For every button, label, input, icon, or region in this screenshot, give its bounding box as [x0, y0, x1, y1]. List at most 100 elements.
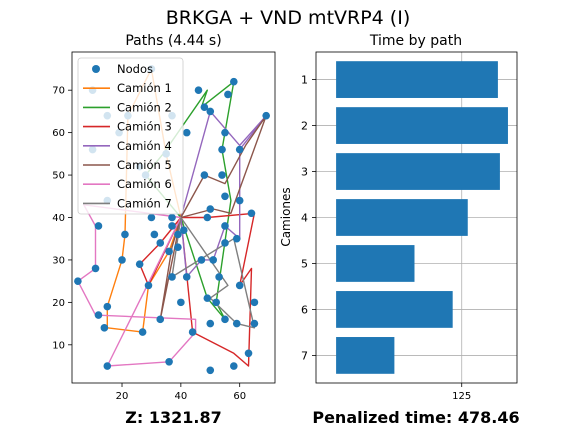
- node-point: [168, 213, 176, 222]
- node-point: [165, 247, 173, 256]
- legend-label: Camión 2: [117, 100, 172, 114]
- legend-label: Camión 5: [117, 158, 172, 172]
- y-tick-label: 50: [52, 171, 65, 182]
- legend-label: Camión 4: [117, 139, 172, 153]
- node-point: [94, 222, 103, 230]
- node-point: [230, 77, 238, 86]
- paths-chart-title: Paths (4.44 s): [125, 33, 221, 49]
- x-tick-label: 125: [452, 391, 471, 402]
- node-point: [74, 277, 82, 285]
- bar-camion-4: [336, 199, 468, 236]
- node-point: [94, 311, 103, 319]
- x-tick-label: 20: [116, 391, 129, 402]
- node-point: [221, 128, 229, 137]
- time-chart-ylabel: Camiones: [279, 187, 293, 246]
- node-point: [138, 328, 147, 336]
- node-point: [135, 260, 144, 268]
- node-point: [235, 145, 244, 154]
- node-point: [244, 349, 253, 358]
- route-line-camion-7: [171, 217, 256, 329]
- y-tick-label: 3: [301, 166, 308, 179]
- node-point: [174, 230, 182, 239]
- node-point: [221, 315, 229, 324]
- legend-label: Camión 3: [117, 120, 172, 134]
- figure-suptitle: BRKGA + VND mtVRP4 (I): [166, 7, 410, 29]
- time-plot-frame: [315, 51, 518, 384]
- node-point: [218, 145, 226, 154]
- y-tick-label: 60: [52, 128, 65, 139]
- bar-camion-3: [336, 153, 500, 190]
- node-point: [165, 357, 173, 366]
- node-point: [150, 230, 159, 239]
- legend-box: [77, 57, 184, 215]
- node-point: [103, 302, 112, 311]
- y-tick-label: 1: [301, 74, 308, 87]
- x-tick-label: 40: [174, 391, 187, 402]
- node-point: [182, 273, 191, 281]
- node-point: [230, 362, 238, 370]
- legend-label: Nodos: [117, 62, 153, 76]
- node-point: [100, 324, 109, 332]
- node-point: [203, 213, 212, 222]
- legend-marker-nodos: [92, 65, 100, 73]
- y-tick-label: 4: [301, 212, 308, 225]
- bar-camion-1: [336, 61, 498, 98]
- node-point: [200, 103, 209, 111]
- y-tick-label: 70: [52, 86, 65, 97]
- paths-chart-xlabel: Z: 1321.87: [125, 408, 221, 427]
- node-point: [197, 256, 206, 264]
- node-point: [200, 171, 209, 179]
- time-chart-title: Time by path: [369, 33, 462, 49]
- bar-camion-6: [336, 291, 453, 328]
- time-bar-chart: Time by path 1 2 3 4 5 6 7 125 Camiones Penaliz…: [279, 33, 520, 427]
- legend-label: Camión 7: [117, 196, 172, 210]
- node-point: [188, 328, 197, 336]
- y-tick-label: 5: [301, 257, 308, 270]
- node-point: [144, 281, 153, 290]
- node-point: [218, 171, 226, 179]
- bar-camion-7: [336, 337, 395, 374]
- node-point: [156, 239, 165, 247]
- y-tick-label: 40: [52, 213, 65, 224]
- node-point: [103, 362, 112, 370]
- node-point: [262, 111, 270, 120]
- node-point: [221, 222, 229, 230]
- y-tick-label: 6: [301, 303, 308, 316]
- node-point: [209, 256, 218, 264]
- node-point: [212, 298, 220, 307]
- node-point: [224, 90, 232, 99]
- time-chart-xlabel: Penalized time: 478.46: [312, 408, 519, 427]
- node-point: [203, 294, 212, 302]
- node-point: [250, 298, 259, 307]
- route-line-camion-5: [159, 114, 267, 320]
- node-point: [247, 209, 256, 218]
- node-point: [147, 213, 156, 222]
- node-point: [91, 264, 100, 273]
- node-point: [232, 319, 241, 328]
- node-point: [121, 230, 129, 239]
- bar-camion-2: [336, 107, 508, 144]
- node-point: [182, 128, 191, 137]
- bar-camion-5: [336, 245, 415, 282]
- node-point: [156, 315, 165, 324]
- y-tick-label: 7: [301, 349, 308, 362]
- node-point: [235, 281, 244, 290]
- node-point: [174, 243, 182, 252]
- node-point: [206, 205, 215, 213]
- node-point: [168, 222, 176, 230]
- node-point: [206, 107, 215, 116]
- node-point: [232, 234, 241, 243]
- node-point: [206, 366, 215, 375]
- x-tick-label: 60: [233, 391, 246, 402]
- y-tick-label: 30: [52, 255, 65, 266]
- node-point: [194, 86, 203, 94]
- node-point: [221, 192, 229, 201]
- node-point: [215, 273, 223, 281]
- legend-label: Camión 6: [117, 177, 172, 191]
- node-point: [221, 239, 229, 247]
- y-tick-label: 2: [301, 120, 308, 133]
- y-tick-label: 20: [52, 298, 65, 309]
- node-point: [206, 319, 215, 328]
- node-point: [168, 273, 176, 281]
